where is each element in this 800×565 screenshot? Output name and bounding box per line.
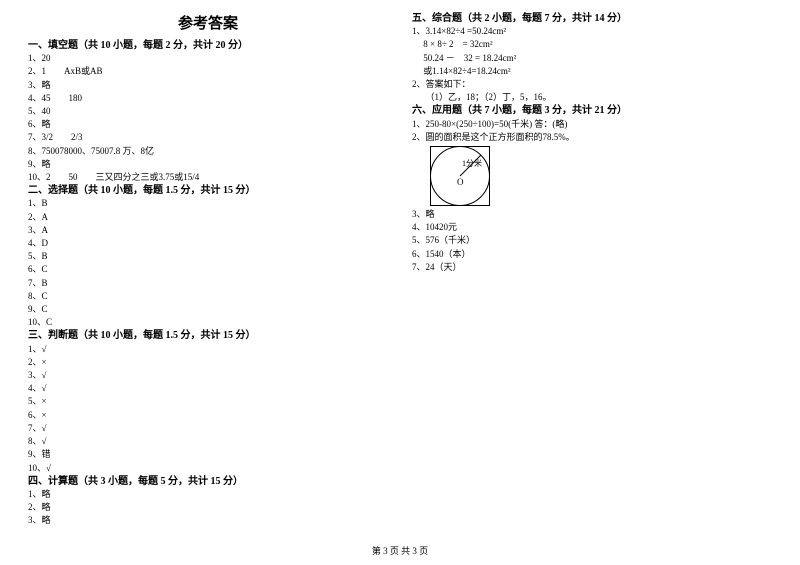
s1-i0: 1、20: [28, 52, 388, 65]
section-2-header: 二、选择题（共 10 小题，每题 1.5 分，共计 15 分）: [28, 184, 388, 197]
s5-i0: 1、3.14×82÷4 =50.24cm²: [412, 25, 772, 38]
s2-i7: 8、C: [28, 290, 388, 303]
s3-i6: 7、√: [28, 422, 388, 435]
s2-i2: 3、A: [28, 224, 388, 237]
s2-i5: 6、C: [28, 263, 388, 276]
section-4-header: 四、计算题（共 3 小题，每题 5 分，共计 15 分）: [28, 475, 388, 488]
s3-i2: 3、√: [28, 369, 388, 382]
svg-text:O: O: [457, 177, 464, 187]
s2-i0: 1、B: [28, 197, 388, 210]
s1-i2: 3、略: [28, 79, 388, 92]
s6b-i1: 4、10420元: [412, 221, 772, 234]
s6a-i0: 1、250-80×(250÷100)=50(千米) 答：(略): [412, 118, 772, 131]
s1-i4: 5、40: [28, 105, 388, 118]
s6b-i0: 3、略: [412, 208, 772, 221]
s4-i2: 3、略: [28, 514, 388, 527]
s1-i7: 8、750078000、75007.8 万、8亿: [28, 145, 388, 158]
page-title: 参考答案: [28, 12, 388, 33]
s3-i0: 1、√: [28, 343, 388, 356]
s1-i6: 7、3/2 2/3: [28, 131, 388, 144]
section-6-header: 六、应用题（共 7 小题，每题 3 分，共计 21 分）: [412, 104, 772, 117]
page-footer: 第 3 页 共 3 页: [0, 544, 800, 557]
section-3-header: 三、判断题（共 10 小题，每题 1.5 分，共计 15 分）: [28, 329, 388, 342]
s6b-i3: 6、1540（本）: [412, 248, 772, 261]
s6a-i1: 2、圆的面积是这个正方形面积的78.5%。: [412, 131, 772, 144]
s2-i3: 4、D: [28, 237, 388, 250]
s3-i9: 10、√: [28, 462, 388, 475]
s1-i5: 6、略: [28, 118, 388, 131]
s4-i1: 2、略: [28, 501, 388, 514]
s3-i7: 8、√: [28, 435, 388, 448]
s1-i1: 2、1 AxB或AB: [28, 65, 388, 78]
section-1-header: 一、填空题（共 10 小题，每题 2 分，共计 20 分）: [28, 39, 388, 52]
s3-i3: 4、√: [28, 382, 388, 395]
s2-i1: 2、A: [28, 211, 388, 224]
s3-i8: 9、错: [28, 448, 388, 461]
s1-i9: 10、2 50 三又四分之三或3.75或15/4: [28, 171, 388, 184]
s1-i3: 4、45 180: [28, 92, 388, 105]
s2-i9: 10、C: [28, 316, 388, 329]
s5-i2: 50.24 － 32 = 18.24cm²: [412, 52, 772, 65]
s5-i3: 或1.14×82÷4=18.24cm²: [412, 65, 772, 78]
section-5-header: 五、综合题（共 2 小题，每题 7 分，共计 14 分）: [412, 12, 772, 25]
s3-i4: 5、×: [28, 395, 388, 408]
s3-i5: 6、×: [28, 409, 388, 422]
s5-i4: 2、答案如下：: [412, 78, 772, 91]
s2-i6: 7、B: [28, 277, 388, 290]
s1-i8: 9、略: [28, 158, 388, 171]
svg-text:1分米: 1分米: [462, 158, 482, 168]
s2-i8: 9、C: [28, 303, 388, 316]
s5-i1: 8 × 8÷ 2 = 32cm²: [412, 38, 772, 51]
s4-i0: 1、略: [28, 488, 388, 501]
s6b-i4: 7、24（天）: [412, 261, 772, 274]
s5-i5: （1）乙，18；（2）丁，5，16。: [412, 91, 772, 104]
circle-in-square-figure: 1分米 O: [430, 146, 772, 206]
s3-i1: 2、×: [28, 356, 388, 369]
s6b-i2: 5、576（千米）: [412, 234, 772, 247]
s2-i4: 5、B: [28, 250, 388, 263]
